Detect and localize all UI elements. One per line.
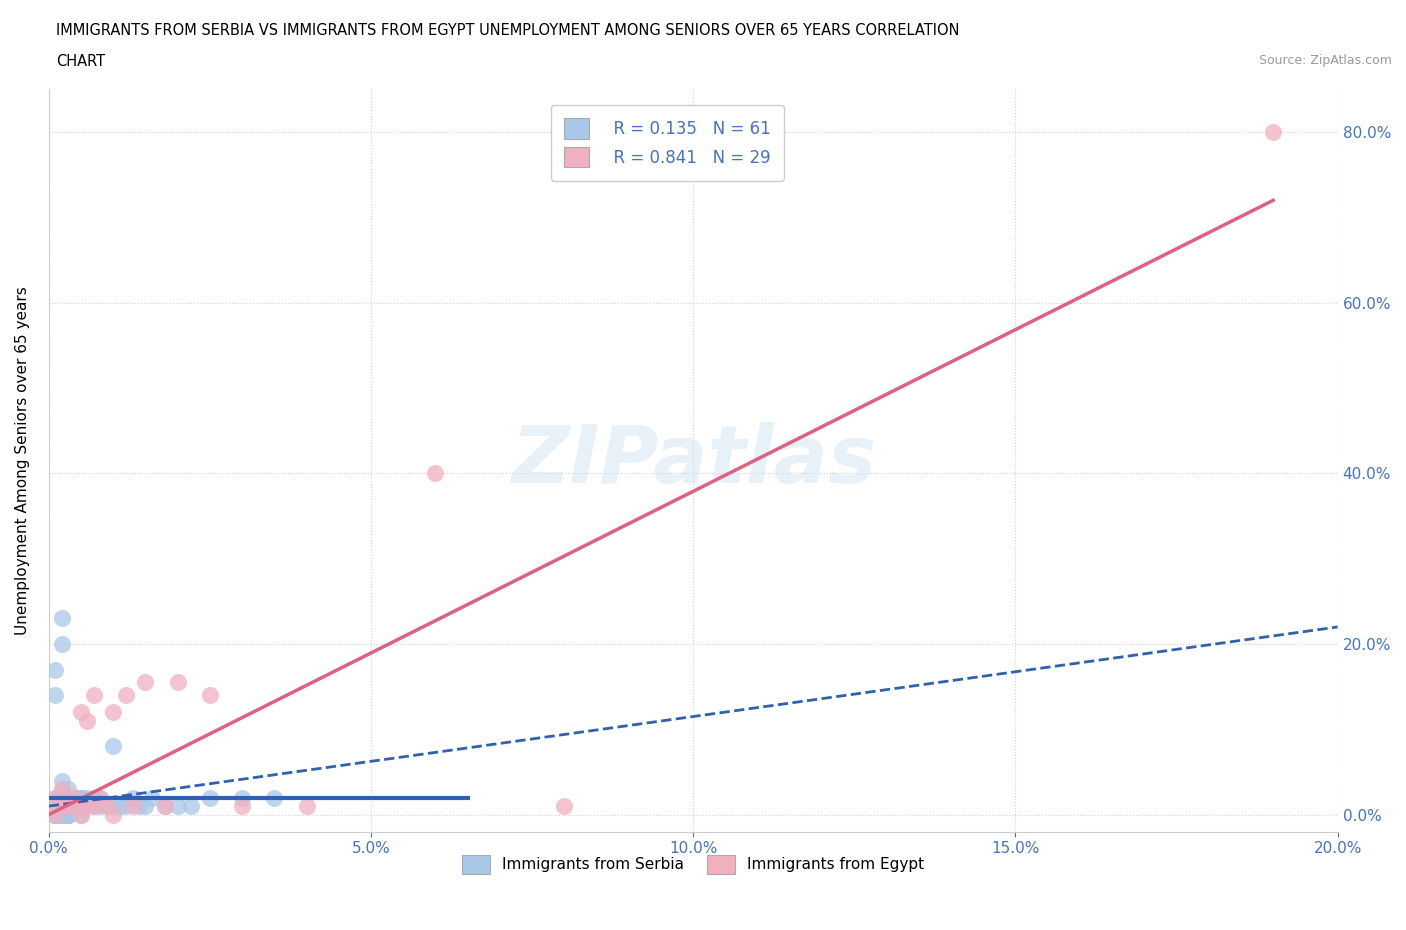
Point — [44, 807, 66, 822]
Point — [128, 799, 150, 814]
Point — [121, 790, 143, 805]
Point — [63, 790, 86, 805]
Point — [198, 688, 221, 703]
Point — [56, 790, 79, 805]
Point — [44, 807, 66, 822]
Point — [63, 790, 86, 805]
Point — [83, 790, 105, 805]
Point — [56, 799, 79, 814]
Point — [56, 807, 79, 822]
Point — [134, 675, 156, 690]
Point — [51, 807, 73, 822]
Point — [231, 790, 253, 805]
Point — [56, 790, 79, 805]
Point — [295, 799, 318, 814]
Point — [44, 790, 66, 805]
Y-axis label: Unemployment Among Seniors over 65 years: Unemployment Among Seniors over 65 years — [15, 286, 30, 635]
Point — [115, 799, 138, 814]
Point — [51, 799, 73, 814]
Point — [263, 790, 285, 805]
Point — [76, 790, 98, 805]
Point — [198, 790, 221, 805]
Point — [51, 781, 73, 796]
Point — [63, 799, 86, 814]
Point — [63, 790, 86, 805]
Point — [103, 739, 125, 754]
Point — [103, 799, 125, 814]
Point — [103, 705, 125, 720]
Point — [44, 662, 66, 677]
Point — [76, 713, 98, 728]
Point — [63, 799, 86, 814]
Text: CHART: CHART — [56, 54, 105, 69]
Point — [153, 799, 176, 814]
Point — [51, 611, 73, 626]
Point — [425, 466, 447, 481]
Point — [166, 799, 188, 814]
Point — [51, 799, 73, 814]
Point — [76, 799, 98, 814]
Text: ZIPatlas: ZIPatlas — [510, 421, 876, 499]
Point — [153, 799, 176, 814]
Point — [44, 799, 66, 814]
Point — [44, 807, 66, 822]
Point — [44, 807, 66, 822]
Point — [56, 781, 79, 796]
Point — [51, 773, 73, 788]
Point — [44, 807, 66, 822]
Point — [44, 807, 66, 822]
Point — [56, 790, 79, 805]
Point — [56, 790, 79, 805]
Text: Source: ZipAtlas.com: Source: ZipAtlas.com — [1258, 54, 1392, 67]
Point — [89, 790, 111, 805]
Point — [70, 790, 93, 805]
Point — [56, 807, 79, 822]
Point — [166, 675, 188, 690]
Point — [70, 790, 93, 805]
Point — [96, 799, 118, 814]
Point — [103, 807, 125, 822]
Point — [51, 799, 73, 814]
Point — [231, 799, 253, 814]
Point — [108, 799, 131, 814]
Point — [63, 790, 86, 805]
Text: IMMIGRANTS FROM SERBIA VS IMMIGRANTS FROM EGYPT UNEMPLOYMENT AMONG SENIORS OVER : IMMIGRANTS FROM SERBIA VS IMMIGRANTS FRO… — [56, 23, 960, 38]
Point — [1263, 125, 1285, 140]
Point — [44, 807, 66, 822]
Point — [121, 799, 143, 814]
Point — [70, 807, 93, 822]
Point — [51, 636, 73, 651]
Point — [70, 790, 93, 805]
Point — [115, 688, 138, 703]
Legend: Immigrants from Serbia, Immigrants from Egypt: Immigrants from Serbia, Immigrants from … — [457, 849, 929, 880]
Point — [89, 790, 111, 805]
Point — [76, 799, 98, 814]
Point — [134, 799, 156, 814]
Point — [89, 799, 111, 814]
Point — [70, 705, 93, 720]
Point — [44, 807, 66, 822]
Point — [83, 799, 105, 814]
Point — [70, 799, 93, 814]
Point — [51, 807, 73, 822]
Point — [51, 790, 73, 805]
Point — [83, 799, 105, 814]
Point — [141, 790, 163, 805]
Point — [44, 790, 66, 805]
Point — [180, 799, 202, 814]
Point — [51, 807, 73, 822]
Point — [44, 688, 66, 703]
Point — [56, 799, 79, 814]
Point — [96, 799, 118, 814]
Point — [70, 807, 93, 822]
Point — [553, 799, 575, 814]
Point — [56, 807, 79, 822]
Point — [51, 781, 73, 796]
Point — [51, 807, 73, 822]
Point — [51, 807, 73, 822]
Point — [83, 688, 105, 703]
